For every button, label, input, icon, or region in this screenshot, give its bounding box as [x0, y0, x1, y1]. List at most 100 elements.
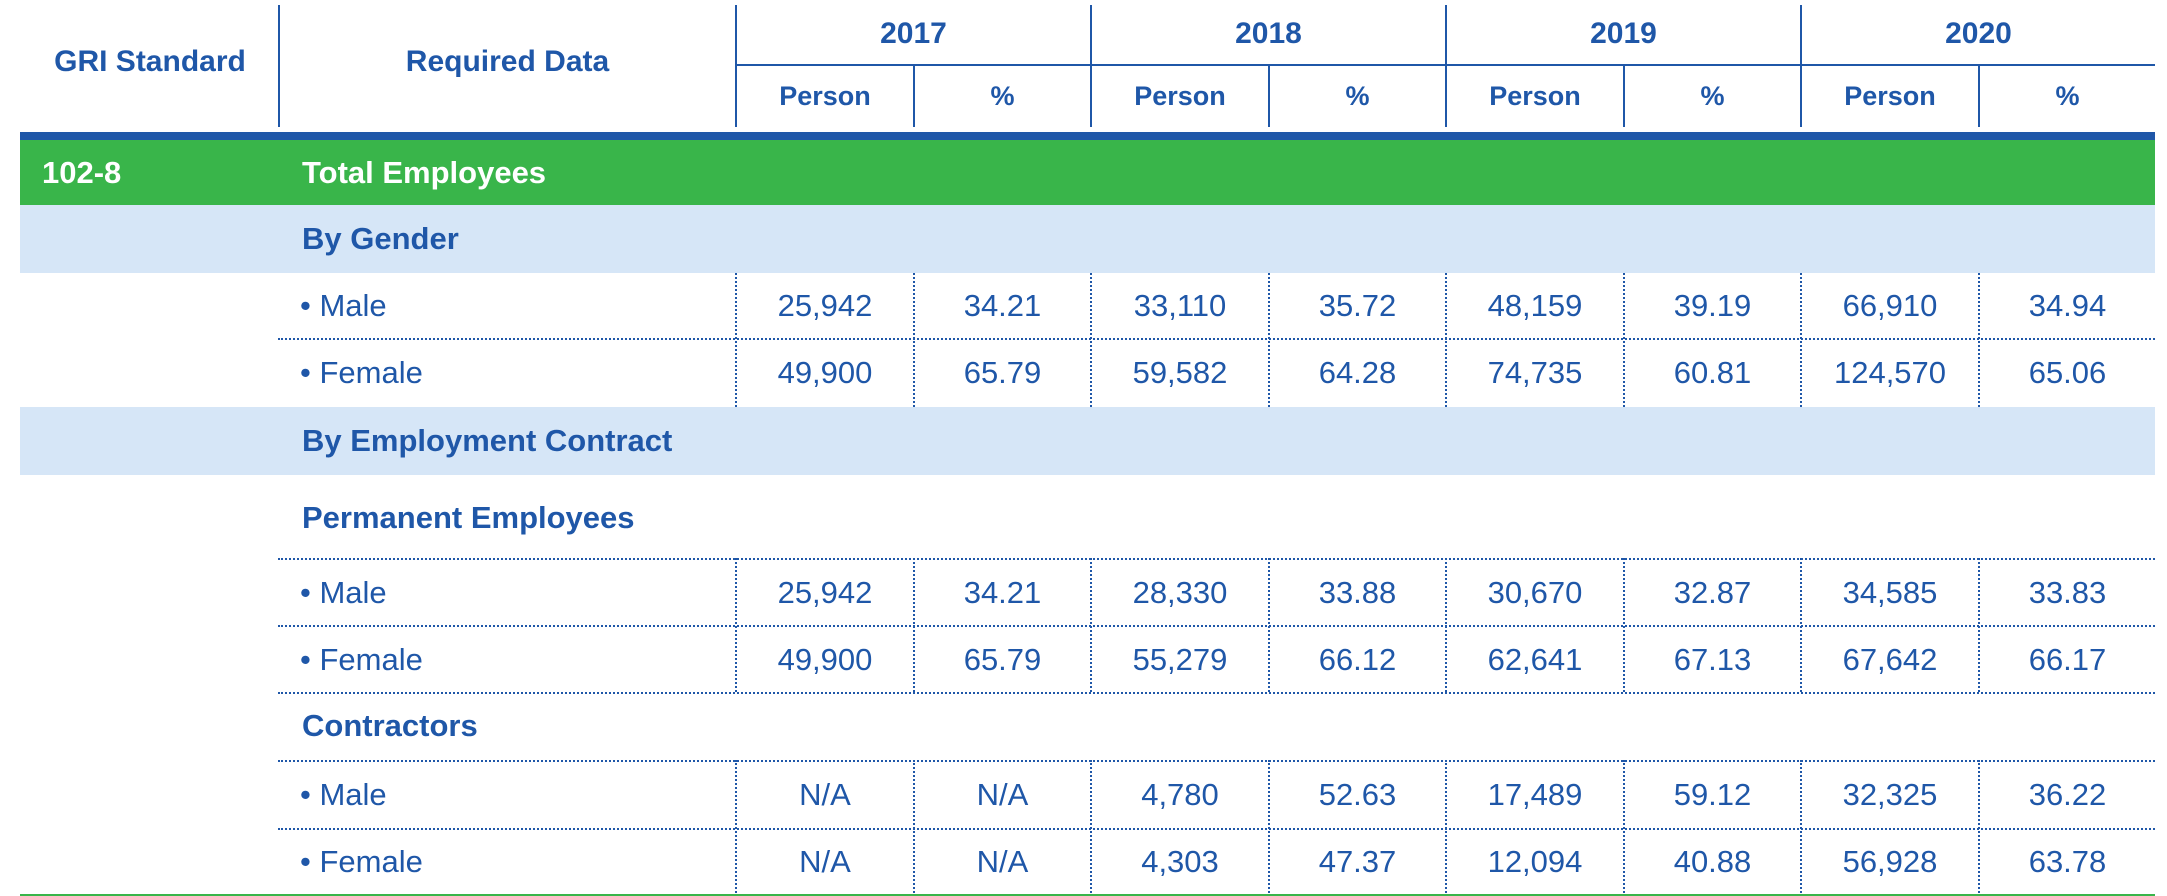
value-cell: 32.87	[1673, 574, 1752, 610]
column-divider	[1268, 558, 1270, 692]
value-cell: N/A	[799, 776, 851, 812]
value-cell: 4,780	[1141, 776, 1219, 812]
column-divider	[1623, 558, 1625, 692]
column-divider	[1090, 760, 1092, 896]
value-cell: 33,110	[1133, 287, 1227, 323]
value-cell: 59,582	[1132, 354, 1228, 390]
row-divider	[278, 338, 2155, 340]
header-rule	[20, 132, 2155, 140]
header-gri-standard: GRI Standard	[54, 45, 246, 78]
person-subheader: Person	[1489, 80, 1581, 111]
header-subdivider	[1268, 66, 1270, 127]
person-subheader: Person	[1134, 80, 1226, 111]
value-cell: 124,570	[1833, 354, 1947, 390]
value-cell: 66.12	[1318, 641, 1397, 677]
value-cell: 25,942	[777, 574, 873, 610]
value-cell: 48,159	[1487, 287, 1583, 323]
value-cell: 60.81	[1673, 354, 1752, 390]
value-cell: N/A	[799, 844, 851, 879]
header-subdivider	[1623, 66, 1625, 127]
year-header: 2017	[880, 17, 947, 50]
value-cell: 4,303	[1141, 844, 1219, 879]
column-divider	[913, 273, 915, 407]
value-cell: 65.79	[963, 354, 1042, 390]
header-divider	[735, 5, 737, 127]
group-title: Permanent Employees	[302, 499, 635, 535]
column-divider	[1268, 760, 1270, 896]
value-cell: 34.21	[963, 574, 1042, 610]
column-divider	[913, 760, 915, 896]
row-label: • Female	[300, 641, 423, 677]
section-title: Total Employees	[302, 154, 547, 190]
row-divider	[278, 760, 2155, 762]
header-required-data: Required Data	[405, 45, 610, 78]
column-divider	[1445, 558, 1447, 692]
column-divider	[1623, 273, 1625, 407]
value-cell: 35.72	[1318, 287, 1397, 323]
person-subheader: Person	[1844, 80, 1936, 111]
value-cell: 39.19	[1673, 287, 1752, 323]
header-subdivider	[1978, 66, 1980, 127]
percent-subheader: %	[990, 80, 1015, 111]
header-divider	[1090, 5, 1092, 127]
value-cell: 33.88	[1318, 574, 1397, 610]
column-divider	[1623, 760, 1625, 896]
column-divider	[913, 558, 915, 692]
percent-subheader: %	[2055, 80, 2080, 111]
year-underline	[735, 64, 2155, 66]
group-title: Contractors	[302, 708, 478, 743]
column-divider	[735, 273, 737, 407]
column-divider	[1445, 273, 1447, 407]
column-divider	[1268, 273, 1270, 407]
column-divider	[735, 760, 737, 896]
value-cell: 66,910	[1842, 287, 1938, 323]
value-cell: 66.17	[2028, 641, 2107, 677]
row-label: • Female	[300, 354, 423, 390]
column-divider	[1090, 558, 1092, 692]
subsection-row	[20, 205, 2155, 273]
row-label: • Male	[300, 776, 387, 812]
header-divider	[1800, 5, 1802, 127]
value-cell: 56,928	[1842, 844, 1938, 879]
value-cell: 59.12	[1673, 776, 1752, 812]
subsection-title: By Gender	[302, 221, 459, 256]
header-divider	[1445, 5, 1447, 127]
section-code: 102-8	[42, 154, 122, 190]
percent-subheader: %	[1700, 80, 1725, 111]
column-divider	[1800, 273, 1802, 407]
value-cell: 28,330	[1132, 574, 1228, 610]
percent-subheader: %	[1345, 80, 1370, 111]
column-divider	[735, 558, 737, 692]
value-cell: 65.06	[2028, 354, 2107, 390]
value-cell: 64.28	[1318, 354, 1397, 390]
subsection-row	[20, 407, 2155, 475]
column-divider	[1090, 273, 1092, 407]
value-cell: 36.22	[2028, 776, 2107, 812]
value-cell: 25,942	[777, 287, 873, 323]
value-cell: 62,641	[1487, 641, 1583, 677]
year-header: 2019	[1590, 17, 1657, 50]
row-divider	[278, 692, 2155, 694]
column-divider	[1800, 760, 1802, 896]
table-bottom-rule	[20, 894, 2155, 896]
value-cell: 63.78	[2028, 844, 2107, 879]
year-header: 2018	[1235, 17, 1302, 50]
value-cell: 65.79	[963, 641, 1042, 677]
value-cell: 40.88	[1673, 844, 1752, 879]
value-cell: 30,670	[1487, 574, 1583, 610]
value-cell: 34.94	[2028, 287, 2107, 323]
row-label: • Female	[300, 844, 423, 879]
value-cell: 67,642	[1842, 641, 1938, 677]
column-divider	[1978, 760, 1980, 896]
section-row	[20, 140, 2155, 205]
person-subheader: Person	[779, 80, 871, 111]
value-cell: 52.63	[1318, 776, 1397, 812]
value-cell: 34,585	[1842, 574, 1938, 610]
value-cell: 74,735	[1487, 354, 1583, 390]
header-subdivider	[913, 66, 915, 127]
value-cell: 67.13	[1673, 641, 1752, 677]
value-cell: N/A	[976, 844, 1029, 879]
value-cell: 12,094	[1487, 844, 1583, 879]
value-cell: 17,489	[1487, 776, 1583, 812]
column-divider	[1800, 558, 1802, 692]
